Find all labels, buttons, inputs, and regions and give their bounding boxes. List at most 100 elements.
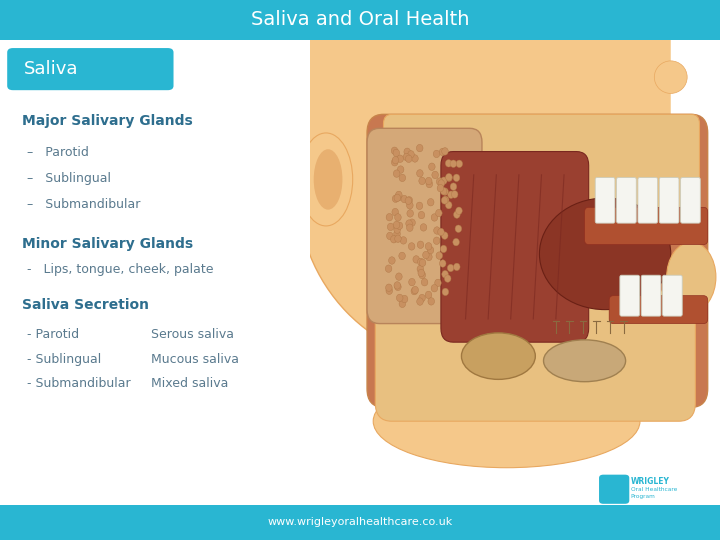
Circle shape <box>417 298 423 305</box>
Circle shape <box>418 258 424 266</box>
Circle shape <box>395 273 402 280</box>
Text: –   Sublingual: – Sublingual <box>27 172 112 185</box>
Circle shape <box>393 170 400 177</box>
Circle shape <box>446 160 452 167</box>
Circle shape <box>416 144 423 152</box>
Circle shape <box>454 211 460 218</box>
Circle shape <box>428 298 434 305</box>
Circle shape <box>442 288 449 295</box>
Text: Program: Program <box>631 494 656 499</box>
Circle shape <box>393 149 400 157</box>
Circle shape <box>392 159 398 166</box>
Circle shape <box>447 264 454 272</box>
Circle shape <box>418 269 425 276</box>
Circle shape <box>450 183 456 191</box>
Circle shape <box>441 245 447 253</box>
Circle shape <box>411 287 418 295</box>
Ellipse shape <box>667 242 716 312</box>
Circle shape <box>444 275 451 282</box>
Circle shape <box>436 210 442 217</box>
Ellipse shape <box>654 61 687 93</box>
Circle shape <box>437 185 444 192</box>
Circle shape <box>442 188 449 195</box>
Circle shape <box>390 235 397 243</box>
Circle shape <box>406 220 413 227</box>
FancyBboxPatch shape <box>680 178 701 223</box>
Text: Serous saliva: Serous saliva <box>151 328 234 341</box>
Circle shape <box>420 224 427 231</box>
Text: -   Lips, tongue, cheek, palate: - Lips, tongue, cheek, palate <box>27 263 214 276</box>
FancyBboxPatch shape <box>599 475 629 504</box>
Circle shape <box>426 180 433 188</box>
Circle shape <box>386 287 392 294</box>
Circle shape <box>426 177 432 185</box>
Circle shape <box>428 199 434 206</box>
Circle shape <box>441 177 447 185</box>
Circle shape <box>385 265 392 272</box>
FancyBboxPatch shape <box>585 207 708 245</box>
Circle shape <box>386 284 392 292</box>
Circle shape <box>418 241 424 248</box>
Ellipse shape <box>539 198 671 309</box>
Text: - Parotid: - Parotid <box>27 328 79 341</box>
Circle shape <box>431 285 438 292</box>
Circle shape <box>455 225 462 232</box>
Circle shape <box>433 237 440 245</box>
Ellipse shape <box>314 149 343 210</box>
Circle shape <box>405 155 412 163</box>
Ellipse shape <box>300 133 353 226</box>
Circle shape <box>404 148 410 156</box>
Circle shape <box>446 201 452 209</box>
Circle shape <box>399 174 405 181</box>
Circle shape <box>427 246 433 254</box>
Circle shape <box>417 170 423 177</box>
Circle shape <box>407 224 413 232</box>
Text: Minor Salivary Glands: Minor Salivary Glands <box>22 237 193 251</box>
FancyBboxPatch shape <box>367 114 708 407</box>
Text: –   Submandibular: – Submandibular <box>27 198 140 211</box>
Circle shape <box>426 242 432 250</box>
Circle shape <box>442 271 449 278</box>
Circle shape <box>446 173 452 181</box>
Circle shape <box>448 191 454 199</box>
FancyBboxPatch shape <box>595 178 615 223</box>
Circle shape <box>395 214 401 221</box>
Circle shape <box>394 226 400 233</box>
FancyBboxPatch shape <box>638 178 657 223</box>
Circle shape <box>450 160 456 167</box>
Circle shape <box>401 295 408 303</box>
Circle shape <box>397 166 404 173</box>
Text: www.wrigleyoralhealthcare.co.uk: www.wrigleyoralhealthcare.co.uk <box>267 517 453 528</box>
Circle shape <box>416 202 423 210</box>
Circle shape <box>409 219 415 226</box>
Circle shape <box>405 197 412 205</box>
Circle shape <box>400 237 407 244</box>
Circle shape <box>408 242 415 250</box>
FancyBboxPatch shape <box>297 0 671 193</box>
Circle shape <box>396 222 402 230</box>
FancyBboxPatch shape <box>375 291 696 421</box>
Circle shape <box>456 160 462 167</box>
FancyBboxPatch shape <box>642 275 661 316</box>
Circle shape <box>396 193 402 201</box>
Circle shape <box>423 251 429 259</box>
Text: Saliva Secretion: Saliva Secretion <box>22 298 148 312</box>
Circle shape <box>441 197 448 204</box>
Circle shape <box>419 259 426 267</box>
Circle shape <box>387 232 393 240</box>
Text: Major Salivary Glands: Major Salivary Glands <box>22 114 192 128</box>
Circle shape <box>407 210 413 217</box>
FancyBboxPatch shape <box>0 0 720 40</box>
FancyBboxPatch shape <box>7 48 174 90</box>
Circle shape <box>406 197 413 204</box>
Circle shape <box>446 174 452 181</box>
Circle shape <box>433 150 440 158</box>
FancyBboxPatch shape <box>367 129 482 323</box>
Circle shape <box>395 283 401 291</box>
Circle shape <box>454 263 460 271</box>
Circle shape <box>417 265 423 273</box>
Circle shape <box>419 177 426 185</box>
FancyBboxPatch shape <box>660 178 679 223</box>
Text: Saliva and Oral Health: Saliva and Oral Health <box>251 10 469 30</box>
Circle shape <box>392 208 398 216</box>
